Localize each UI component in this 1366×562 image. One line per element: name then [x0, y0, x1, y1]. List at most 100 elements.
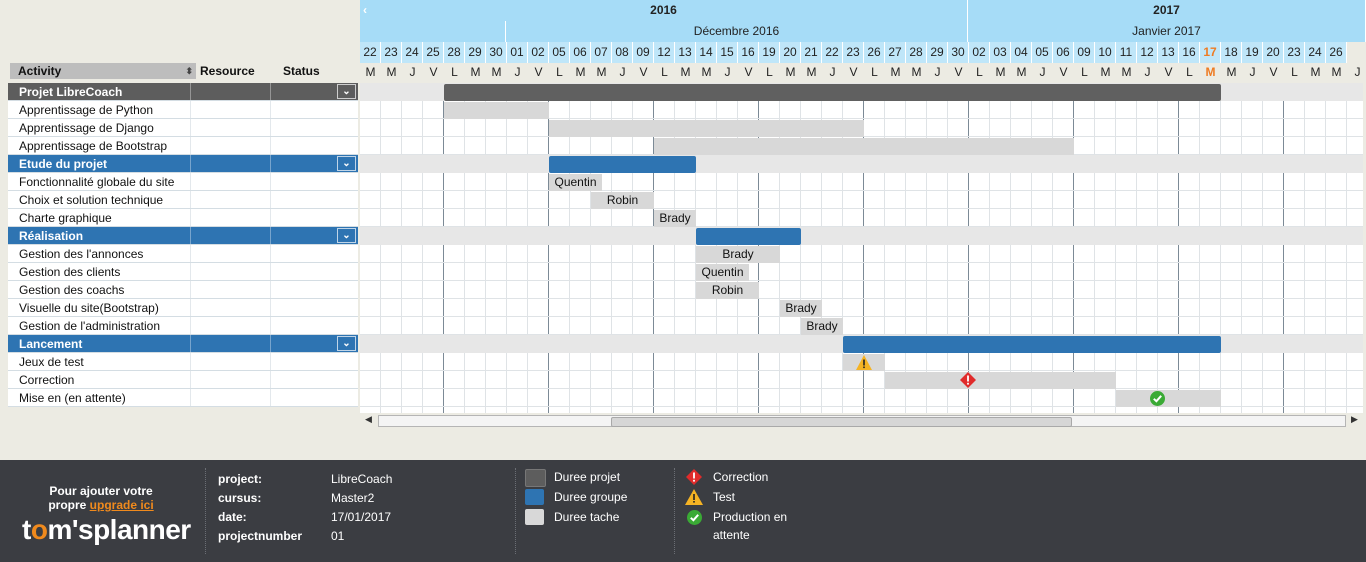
status-cell[interactable] — [270, 173, 359, 190]
status-cell[interactable] — [270, 227, 359, 244]
status-column-header[interactable]: Status — [283, 64, 320, 78]
bar-bootstrap[interactable] — [654, 138, 1074, 155]
grid-row-line — [360, 118, 1363, 119]
weekday-letter: M — [1310, 65, 1321, 79]
bar-django[interactable] — [549, 120, 864, 137]
resource-cell[interactable] — [190, 317, 271, 334]
bar-fonctionnalite[interactable]: Quentin — [549, 174, 602, 191]
bar-choix[interactable]: Robin — [591, 192, 654, 209]
bar-jeux-de-test[interactable] — [843, 354, 885, 371]
status-cell[interactable] — [270, 155, 359, 172]
resource-cell[interactable] — [190, 173, 271, 190]
chevron-left-icon[interactable]: ‹ — [363, 3, 367, 17]
resource-cell[interactable] — [190, 335, 271, 352]
day-number: 02 — [969, 42, 990, 63]
resource-cell[interactable] — [190, 83, 271, 100]
group-row[interactable]: Lancement ⌄ — [8, 335, 358, 353]
grid-day-line — [506, 83, 507, 413]
bar-coachs[interactable]: Robin — [696, 282, 759, 299]
chevron-down-icon[interactable]: ⌄ — [337, 336, 356, 351]
grid-day-line — [695, 83, 696, 413]
status-cell[interactable] — [270, 263, 359, 280]
status-cell[interactable] — [270, 101, 359, 118]
scroll-right-icon[interactable]: ▶ — [1351, 414, 1358, 424]
resource-cell[interactable] — [190, 353, 271, 370]
resource-cell[interactable] — [190, 209, 271, 226]
status-cell[interactable] — [270, 335, 359, 352]
scrollbar-thumb[interactable] — [611, 417, 1072, 427]
bar-correction[interactable] — [885, 372, 1116, 389]
status-cell[interactable] — [270, 137, 359, 154]
resource-cell[interactable] — [190, 227, 271, 244]
day-number: 30 — [948, 42, 969, 63]
task-row[interactable]: Mise en (en attente) — [8, 389, 358, 407]
status-cell[interactable] — [270, 389, 359, 406]
weekday-letter: L — [976, 65, 983, 79]
group-row[interactable]: Etude du projet ⌄ — [8, 155, 358, 173]
resource-cell[interactable] — [190, 299, 271, 316]
resource-column-header[interactable]: Resource — [200, 64, 255, 78]
bar-lancement[interactable] — [843, 336, 1221, 353]
status-cell[interactable] — [270, 245, 359, 262]
task-row[interactable]: Choix et solution technique — [8, 191, 358, 209]
upgrade-link[interactable]: upgrade ici — [89, 498, 154, 512]
task-row[interactable]: Gestion des coachs — [8, 281, 358, 299]
resource-cell[interactable] — [190, 263, 271, 280]
bar-mise-en-attente[interactable] — [1116, 390, 1221, 407]
scrollbar-track[interactable] — [378, 415, 1346, 427]
horizontal-scrollbar[interactable]: ◀ ▶ — [363, 414, 1362, 429]
resource-cell[interactable] — [190, 245, 271, 262]
task-row[interactable]: Charte graphique — [8, 209, 358, 227]
day-number: 25 — [423, 42, 444, 63]
task-row[interactable]: Gestion des l'annonces — [8, 245, 358, 263]
task-row[interactable]: Correction — [8, 371, 358, 389]
chevron-down-icon[interactable]: ⌄ — [337, 228, 356, 243]
task-row[interactable]: Gestion de l'administration — [8, 317, 358, 335]
bar-python[interactable] — [444, 102, 549, 119]
status-cell[interactable] — [270, 83, 359, 100]
task-row[interactable]: Apprentissage de Python — [8, 101, 358, 119]
status-cell[interactable] — [270, 353, 359, 370]
scroll-left-icon[interactable]: ◀ — [365, 414, 372, 424]
status-cell[interactable] — [270, 209, 359, 226]
grid-group-row — [360, 227, 1363, 245]
group-row[interactable]: Projet LibreCoach ⌄ — [8, 83, 358, 101]
bar-realisation[interactable] — [696, 228, 801, 245]
task-row[interactable]: Apprentissage de Bootstrap — [8, 137, 358, 155]
status-cell[interactable] — [270, 191, 359, 208]
task-row[interactable]: Apprentissage de Django — [8, 119, 358, 137]
task-row[interactable]: Gestion des clients — [8, 263, 358, 281]
task-row[interactable]: Jeux de test — [8, 353, 358, 371]
status-cell[interactable] — [270, 299, 359, 316]
resource-cell[interactable] — [190, 371, 271, 388]
chevron-down-icon[interactable]: ⌄ — [337, 84, 356, 99]
bar-administration[interactable]: Brady — [801, 318, 843, 335]
activity-column-header[interactable]: Activity ⬍ — [10, 63, 196, 79]
status-cell[interactable] — [270, 317, 359, 334]
bar-clients[interactable]: Quentin — [696, 264, 749, 281]
resource-cell[interactable] — [190, 281, 271, 298]
sort-icon[interactable]: ⬍ — [185, 66, 193, 76]
task-row[interactable]: Visuelle du site(Bootstrap) — [8, 299, 358, 317]
resource-cell[interactable] — [190, 191, 271, 208]
bar-projet-librecoach[interactable] — [444, 84, 1221, 101]
resource-cell[interactable] — [190, 155, 271, 172]
resource-cell[interactable] — [190, 101, 271, 118]
resource-cell[interactable] — [190, 137, 271, 154]
status-cell[interactable] — [270, 119, 359, 136]
bar-resource-label: Brady — [659, 211, 691, 225]
resource-cell[interactable] — [190, 119, 271, 136]
chevron-down-icon[interactable]: ⌄ — [337, 156, 356, 171]
bar-charte[interactable]: Brady — [654, 210, 696, 227]
resource-cell[interactable] — [190, 389, 271, 406]
status-cell[interactable] — [270, 281, 359, 298]
task-row[interactable]: Fonctionnalité globale du site — [8, 173, 358, 191]
bar-visuelle[interactable]: Brady — [780, 300, 822, 317]
bar-annonces[interactable]: Brady — [696, 246, 780, 263]
status-cell[interactable] — [270, 371, 359, 388]
weekday-letter: V — [429, 65, 438, 79]
error-diamond-icon — [960, 372, 976, 388]
bar-etude-du-projet[interactable] — [549, 156, 696, 173]
group-row[interactable]: Réalisation ⌄ — [8, 227, 358, 245]
promo-text: propre — [48, 498, 87, 512]
